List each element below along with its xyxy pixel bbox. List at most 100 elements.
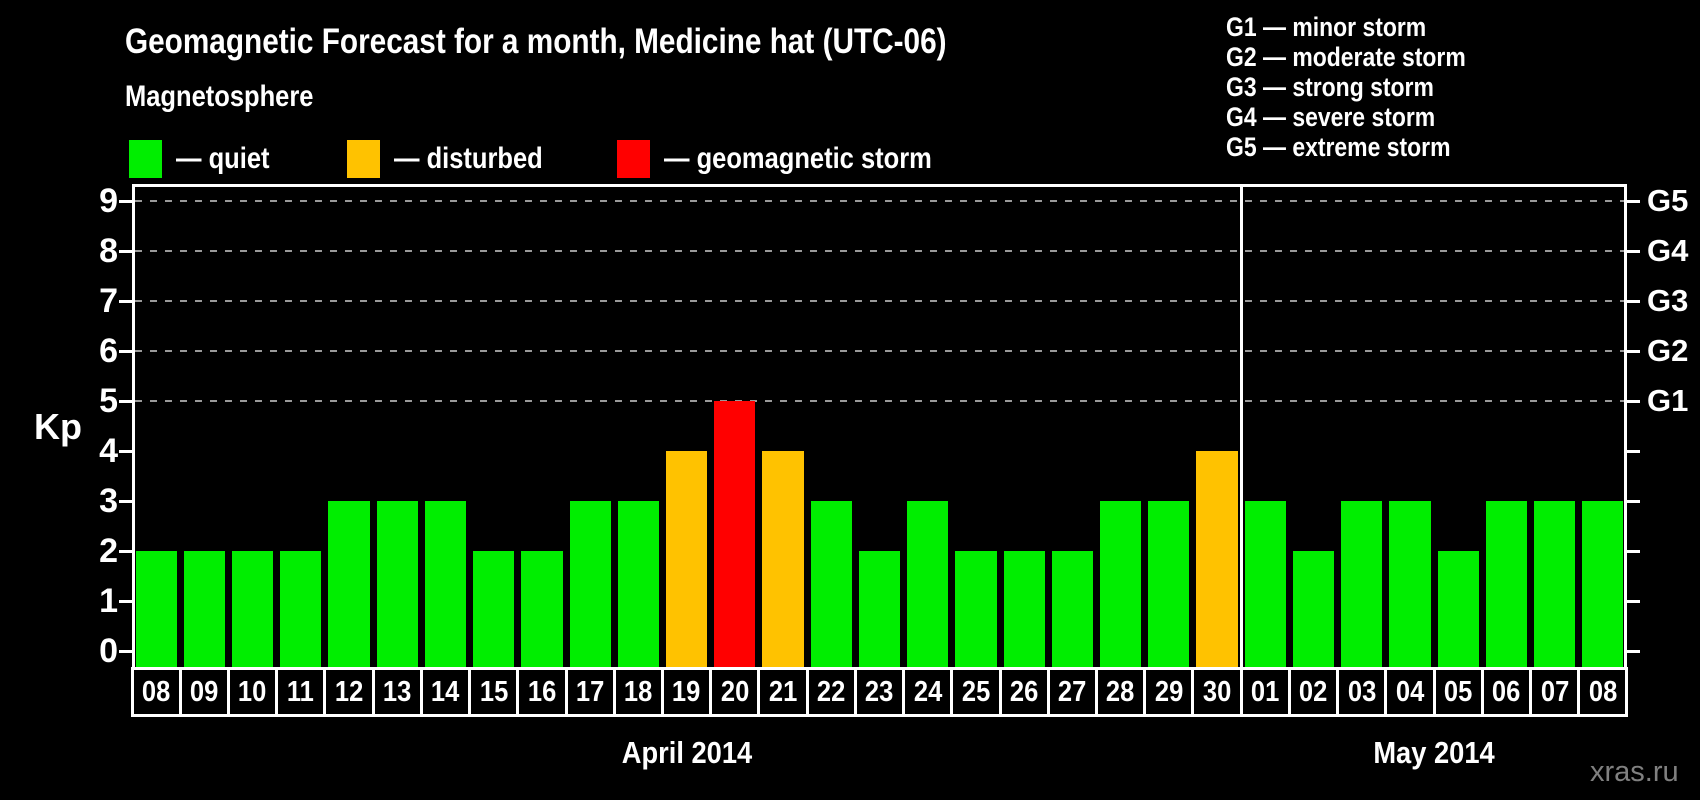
y-axis-tick-right-7 bbox=[1627, 300, 1640, 304]
day-label-text: 03 bbox=[1347, 675, 1376, 708]
y-axis-tick-label-5: 5 bbox=[99, 382, 118, 421]
y-axis-tick-right-1 bbox=[1627, 599, 1640, 603]
gridline-kp8 bbox=[135, 250, 1624, 253]
kp-bar-april-30 bbox=[1196, 450, 1238, 667]
y-axis-tick-right-8 bbox=[1627, 250, 1640, 254]
day-label-text: 18 bbox=[624, 675, 653, 708]
day-label-april-16: 16 bbox=[516, 667, 568, 717]
day-label-april-18: 18 bbox=[612, 667, 664, 717]
day-label-april-24: 24 bbox=[902, 667, 954, 717]
page-title: Geomagnetic Forecast for a month, Medici… bbox=[125, 22, 1092, 62]
day-label-april-14: 14 bbox=[419, 667, 472, 717]
day-label-text: 07 bbox=[1540, 675, 1569, 708]
kp-bar-april-23 bbox=[858, 550, 901, 667]
day-label-text: 21 bbox=[768, 675, 798, 708]
month-label-text: May 2014 bbox=[1373, 735, 1495, 770]
day-label-april-26: 26 bbox=[998, 667, 1050, 717]
y-axis-tick-label-8: 8 bbox=[99, 232, 118, 271]
day-label-text: 24 bbox=[913, 675, 942, 708]
month-label-text: April 2014 bbox=[621, 735, 752, 770]
gridline-kp7 bbox=[135, 300, 1624, 303]
y-axis-tick-right-5 bbox=[1627, 400, 1640, 404]
day-label-text: 22 bbox=[817, 675, 846, 708]
day-label-text: 08 bbox=[141, 675, 171, 708]
day-label-text: 30 bbox=[1202, 675, 1232, 708]
day-label-text: 14 bbox=[431, 675, 460, 708]
day-label-text: 09 bbox=[190, 675, 219, 708]
y-axis-tick-left-0 bbox=[119, 649, 132, 653]
y-axis-tick-right-2 bbox=[1627, 549, 1640, 553]
day-label-april-23: 23 bbox=[853, 667, 906, 717]
y-axis-tick-left-7 bbox=[119, 300, 132, 304]
y-axis-tick-left-6 bbox=[119, 350, 132, 354]
day-label-april-25: 25 bbox=[950, 667, 1002, 717]
y-axis-tick-left-9 bbox=[119, 200, 132, 204]
g1-legend-line: G1 — minor storm bbox=[1226, 12, 1427, 42]
day-label-may-01: 01 bbox=[1239, 667, 1291, 717]
kp-bar-april-20 bbox=[714, 401, 756, 667]
day-label-april-28: 28 bbox=[1095, 667, 1147, 717]
day-label-text: 01 bbox=[1251, 675, 1280, 708]
g-scale-label-g1: G1 bbox=[1647, 383, 1689, 419]
kp-bar-april-22 bbox=[810, 500, 852, 667]
y-axis-tick-label-7: 7 bbox=[99, 282, 118, 321]
kp-bar-april-11 bbox=[280, 550, 322, 667]
day-label-may-03: 03 bbox=[1336, 667, 1388, 717]
kp-bar-april-14 bbox=[424, 500, 467, 667]
day-label-text: 04 bbox=[1395, 675, 1425, 708]
day-label-may-08: 08 bbox=[1577, 667, 1629, 717]
y-axis-tick-left-8 bbox=[119, 250, 132, 254]
day-label-text: 02 bbox=[1299, 675, 1328, 708]
kp-bar-april-29 bbox=[1148, 500, 1190, 667]
g-scale-label-g5: G5 bbox=[1647, 183, 1689, 219]
y-axis-tick-left-2 bbox=[119, 549, 132, 553]
day-label-text: 08 bbox=[1588, 675, 1618, 708]
day-label-text: 29 bbox=[1154, 675, 1184, 708]
day-label-april-08: 08 bbox=[130, 667, 182, 717]
day-label-april-29: 29 bbox=[1143, 667, 1195, 717]
day-label-april-15: 15 bbox=[468, 667, 520, 717]
y-axis-tick-label-3: 3 bbox=[99, 481, 118, 520]
y-axis-title: Kp bbox=[34, 406, 82, 447]
day-label-april-20: 20 bbox=[709, 667, 761, 717]
g5-legend-line: G5 — extreme storm bbox=[1226, 132, 1451, 162]
y-axis-tick-right-9 bbox=[1627, 200, 1640, 204]
y-axis-tick-label-0: 0 bbox=[99, 631, 118, 670]
day-label-text: 27 bbox=[1058, 675, 1087, 708]
g3-legend-line: G3 — strong storm bbox=[1226, 72, 1434, 102]
y-axis-tick-right-3 bbox=[1627, 499, 1640, 503]
day-label-text: 13 bbox=[383, 675, 412, 708]
storm-color-swatch bbox=[617, 140, 650, 178]
kp-bar-may-05 bbox=[1437, 550, 1479, 667]
y-axis-tick-label-4: 4 bbox=[99, 431, 118, 470]
day-label-april-11: 11 bbox=[275, 667, 327, 717]
kp-bar-april-17 bbox=[569, 500, 611, 667]
kp-bar-april-13 bbox=[376, 500, 418, 667]
day-label-april-22: 22 bbox=[805, 667, 857, 717]
day-label-april-09: 09 bbox=[178, 667, 230, 717]
kp-bar-may-06 bbox=[1485, 500, 1528, 667]
day-label-text: 10 bbox=[238, 675, 267, 708]
kp-bar-april-16 bbox=[521, 550, 563, 667]
y-axis-tick-right-6 bbox=[1627, 350, 1640, 354]
kp-bar-may-01 bbox=[1244, 500, 1286, 667]
day-label-text: 17 bbox=[575, 675, 605, 708]
kp-bar-april-25 bbox=[955, 550, 997, 667]
kp-bar-may-08 bbox=[1582, 500, 1624, 667]
y-axis-tick-left-5 bbox=[119, 400, 132, 404]
gridline-kp9 bbox=[135, 200, 1624, 203]
y-axis-tick-left-3 bbox=[119, 499, 132, 503]
quiet-color-swatch bbox=[129, 140, 162, 178]
day-label-april-17: 17 bbox=[564, 667, 616, 717]
month-label-1: May 2014 bbox=[1365, 735, 1503, 771]
day-label-april-30: 30 bbox=[1191, 667, 1243, 717]
kp-bar-april-12 bbox=[328, 500, 370, 667]
day-label-april-10: 10 bbox=[226, 667, 279, 717]
kp-bar-may-02 bbox=[1292, 550, 1335, 667]
y-axis-tick-left-1 bbox=[119, 599, 132, 603]
kp-bar-april-15 bbox=[473, 550, 515, 667]
g-scale-label-g4: G4 bbox=[1647, 233, 1689, 269]
day-label-text: 16 bbox=[527, 675, 557, 708]
day-label-text: 06 bbox=[1492, 675, 1521, 708]
legend-label-geomagnetic-storm: — geomagnetic storm bbox=[664, 142, 932, 175]
